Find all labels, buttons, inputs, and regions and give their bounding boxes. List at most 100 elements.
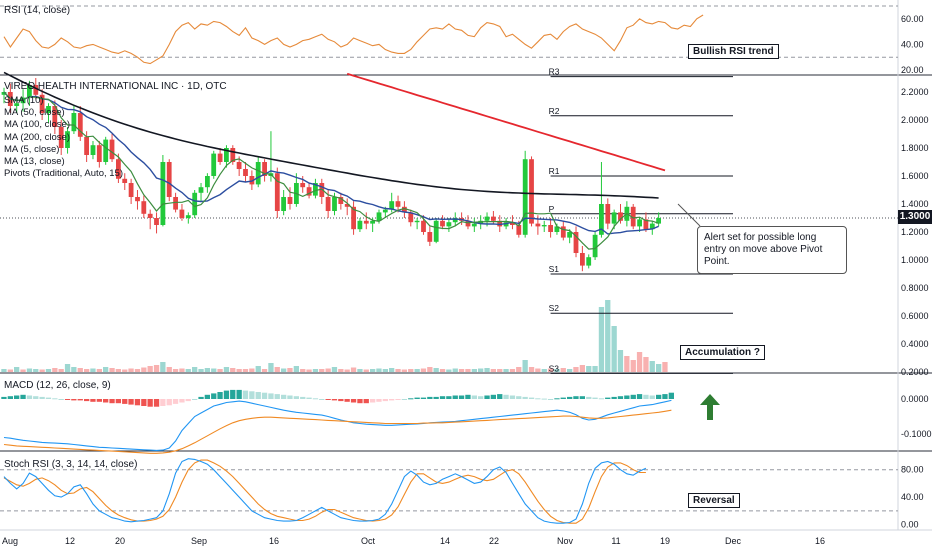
volume-bar [503,369,509,372]
reversal-annotation: Reversal [688,493,740,508]
price-tick-label: 1.0000 [901,255,929,265]
macd-histogram-bar [198,396,204,399]
volume-bar [52,368,58,372]
macd-histogram-bar [452,395,458,399]
candle-body [433,220,439,242]
macd-histogram-bar [192,399,198,400]
signal-line [3,409,672,454]
macd-histogram-bar [141,399,147,406]
volume-bar [522,360,528,372]
volume-bar [287,368,293,372]
volume-bar [662,362,668,372]
macd-histogram-bar [122,399,128,404]
candle-body [535,223,541,227]
candle-body [465,220,471,227]
macd-histogram-bar [179,399,185,403]
macd-histogram-bar [363,399,369,404]
macd-histogram-bar [77,399,83,401]
macd-histogram-bar [33,396,39,399]
up-arrow-icon [700,394,720,420]
time-tick-label: 14 [440,536,450,546]
ma5-line [3,91,659,250]
volume-bar [350,367,357,372]
candle-body [166,162,172,197]
macd-histogram-bar [109,399,115,404]
candle-body [14,103,20,106]
candle-body [46,106,51,113]
candle-body [77,113,83,137]
macd-histogram-bar [458,395,465,399]
candle-body [27,85,32,98]
volume-bar [649,361,655,372]
macd-histogram-bar [166,399,172,406]
candle-body [491,216,496,221]
macd-histogram-bar [408,398,414,400]
candle-body [363,220,369,224]
volume-bar [478,368,484,372]
volume-bar [471,369,477,372]
candle-body [427,232,433,242]
candle-body [255,162,261,185]
candle-body [643,219,649,230]
macd-histogram-bar [261,392,268,399]
price-tick-label: 0.8000 [901,283,929,293]
legend-ma13: MA (13, close) [4,156,65,168]
volume-bar [528,367,535,372]
macd-histogram-bar [395,399,401,400]
macd-line [3,399,672,451]
candle-body [325,197,331,211]
macd-histogram-bar [446,396,452,399]
macd-histogram-bar [643,394,649,399]
candle-body [71,113,77,132]
macd-histogram-bar [204,394,210,399]
candle-body [637,219,642,227]
candle-body [408,212,414,223]
candle-body [592,234,598,258]
volume-bar [579,365,585,372]
candle-body [52,106,58,127]
macd-histogram-bar [249,391,255,399]
candle-body [147,213,153,218]
candle-body [33,85,39,95]
macd-histogram-bar [611,396,617,399]
candle-body [580,253,585,266]
legend-ma200: MA (200, close) [4,131,70,143]
volume-bar [242,369,249,372]
candle-body [332,197,337,211]
ma200-line [346,72,666,172]
macd-histogram-bar [14,395,20,399]
rsi-annotation: Bullish RSI trend [688,44,779,59]
macd-histogram-bar [376,399,382,402]
callout-pointer [677,203,701,227]
candle-body [522,159,528,235]
candle-body [90,145,96,155]
candle-body [471,223,477,227]
volume-bar [567,369,573,372]
candle-body [313,183,318,196]
volume-bar [547,368,554,372]
volume-bar [281,368,287,372]
volume-bar [211,368,217,372]
macd-histogram-bar [389,399,395,401]
macd-histogram-bar [471,395,477,399]
macd-histogram-bar [134,399,141,406]
volume-bar [427,367,433,372]
time-tick-label: Dec [725,536,742,546]
pivot-label: R3 [549,67,560,77]
candle-body [39,94,45,113]
volume-bar [172,369,179,372]
candle-body [103,139,109,162]
candle-body [109,139,115,160]
macd-histogram-bar [547,399,554,400]
volume-bar [77,368,83,372]
volume-bar [389,368,395,372]
macd-histogram-bar [153,399,160,407]
volume-bar [20,369,26,372]
macd-histogram-bar [281,394,287,399]
candle-body [656,218,661,224]
macd-histogram-bar [433,396,439,399]
candle-body [274,173,280,211]
macd-histogram-bar [96,399,102,402]
candle-body [198,187,204,193]
